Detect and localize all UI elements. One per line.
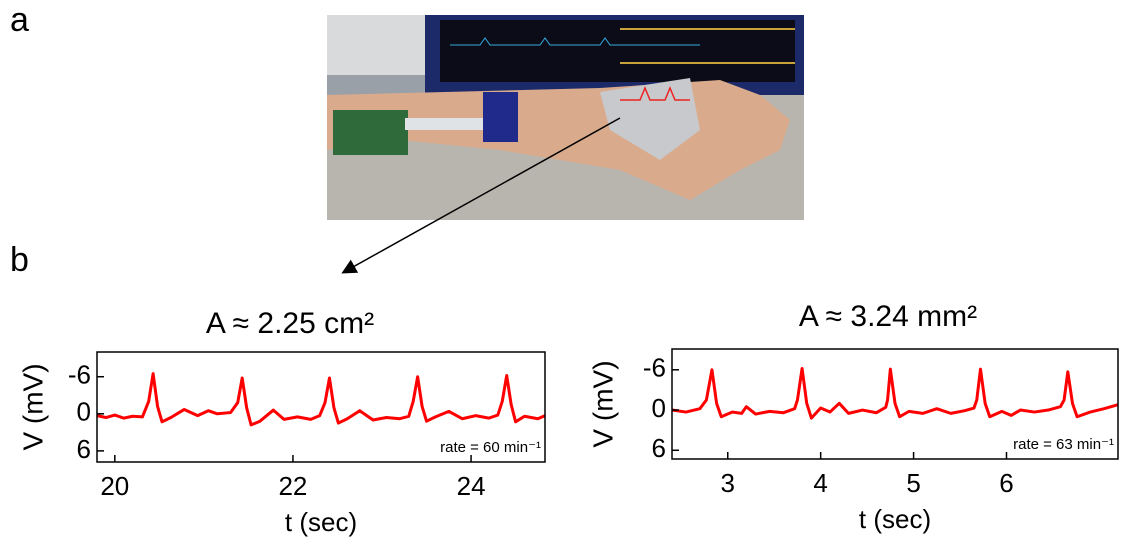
x-tick-label: 6: [999, 468, 1013, 498]
x-tick-label: 5: [906, 468, 920, 498]
x-axis-title: t (sec): [859, 504, 931, 534]
panel-label: a: [10, 1, 29, 39]
y-tick-label: 0: [652, 393, 666, 423]
y-tick-label: -6: [643, 353, 666, 383]
y-tick-label: -6: [68, 360, 91, 390]
y-tick-label: 6: [77, 434, 91, 464]
x-axis-title: t (sec): [285, 507, 357, 537]
y-tick-label: 6: [652, 433, 666, 463]
chart-title: A ≈ 2.25 cm²: [206, 307, 374, 340]
rate-annotation: rate = 63 min⁻¹: [1013, 436, 1114, 453]
chart-title: A ≈ 3.24 mm²: [799, 300, 977, 333]
y-axis-title: V (mV): [17, 363, 48, 450]
ecg-trace: [97, 374, 545, 425]
ecg-trace: [672, 368, 1118, 418]
y-tick-label: 0: [77, 397, 91, 427]
x-tick-label: 20: [100, 471, 129, 501]
x-tick-label: 4: [813, 468, 827, 498]
figure: a b A ≈ 2.25 cm² 20 22 24 -6 0 6 t (sec) V (mV) r…: [0, 0, 1121, 545]
x-tick-label: 24: [457, 471, 486, 501]
y-axis-title: V (mV): [587, 360, 618, 447]
x-tick-label: 22: [278, 471, 307, 501]
panel-label: b: [10, 241, 29, 279]
x-tick-label: 3: [721, 468, 735, 498]
photo: [327, 15, 804, 220]
rate-annotation: rate = 60 min⁻¹: [440, 439, 541, 456]
